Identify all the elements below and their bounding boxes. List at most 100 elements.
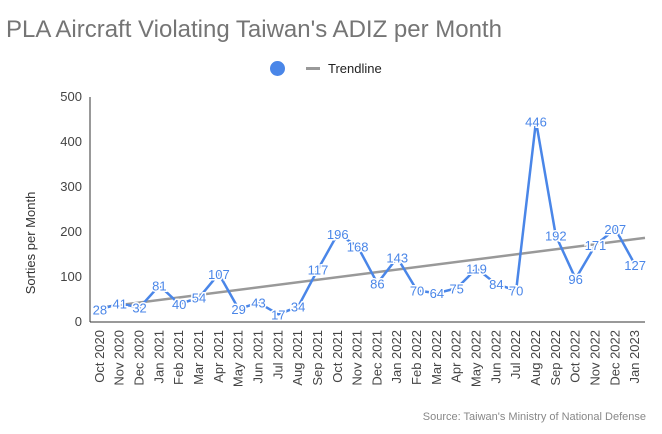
data-label: 143	[386, 251, 408, 266]
data-label: 171	[585, 238, 607, 253]
data-label: 192	[545, 229, 567, 244]
data-label: 446	[525, 114, 547, 129]
x-tick-label: Dec 2020	[132, 330, 147, 386]
data-label-halo: 196	[327, 227, 349, 242]
y-tick-label: 300	[60, 179, 82, 194]
data-label: 75	[449, 281, 463, 296]
data-label-halo: 207	[604, 222, 626, 237]
x-tick-label: Dec 2021	[369, 330, 384, 386]
x-tick-label: Oct 2020	[92, 330, 107, 383]
data-label-halo: 86	[370, 276, 384, 291]
data-label: 34	[291, 300, 305, 315]
x-tick-label: Oct 2022	[568, 330, 583, 383]
x-tick-label: Oct 2021	[330, 330, 345, 383]
data-label: 207	[604, 222, 626, 237]
data-label-halo: 81	[152, 279, 166, 294]
x-tick-label: Sep 2021	[310, 330, 325, 386]
data-label-halo: 28	[93, 302, 107, 317]
data-label: 84	[489, 277, 503, 292]
x-tick-label: Nov 2020	[112, 330, 127, 386]
data-label-halo: 54	[192, 291, 206, 306]
x-tick-label: Nov 2021	[350, 330, 365, 386]
data-label-halo: 171	[585, 238, 607, 253]
x-tick-label: Apr 2022	[449, 330, 464, 383]
data-label-halo: 168	[347, 239, 369, 254]
y-tick-label: 0	[75, 314, 82, 329]
data-label: 70	[410, 284, 424, 299]
x-tick-label: Aug 2021	[290, 330, 305, 386]
data-label: 40	[172, 297, 186, 312]
data-label: 43	[251, 296, 265, 311]
x-tick-label: Mar 2021	[191, 330, 206, 385]
data-label-halo: 70	[509, 284, 523, 299]
data-label: 32	[132, 301, 146, 316]
legend-item-series	[270, 58, 285, 78]
x-tick-label: Nov 2022	[587, 330, 602, 386]
data-label: 96	[568, 272, 582, 287]
x-tick-label: Aug 2022	[528, 330, 543, 386]
y-tick-labels: 0 100 200 300 400 500	[60, 89, 82, 329]
x-tick-label: May 2022	[469, 330, 484, 387]
data-label: 64	[430, 286, 444, 301]
x-tick-label: Jul 2022	[508, 330, 523, 379]
data-label-halo: 84	[489, 277, 503, 292]
data-label: 168	[347, 239, 369, 254]
data-label: 196	[327, 227, 349, 242]
data-label-halo: 96	[568, 272, 582, 287]
data-label-halo: 127	[624, 258, 646, 273]
x-tick-label: Jan 2022	[389, 330, 404, 384]
data-label: 127	[624, 258, 646, 273]
data-label: 17	[271, 307, 285, 322]
data-label-halo: 117	[308, 262, 329, 277]
legend-label-trendline: Trendline	[328, 60, 382, 76]
x-tick-label: Jun 2022	[488, 330, 503, 384]
x-tick-label: Jan 2023	[627, 330, 642, 384]
x-tick-label: Jun 2021	[250, 330, 265, 384]
x-tick-label: Feb 2021	[171, 330, 186, 385]
x-tick-label: Jul 2021	[270, 330, 285, 379]
data-label-halo: 107	[208, 267, 230, 282]
data-label: 86	[370, 276, 384, 291]
y-tick-label: 200	[60, 224, 82, 239]
data-label: 81	[152, 279, 166, 294]
y-tick-label: 100	[60, 269, 82, 284]
x-tick-label: Apr 2021	[211, 330, 226, 383]
data-label-halo: 43	[251, 296, 265, 311]
data-label-halo: 119	[466, 261, 487, 276]
data-label-halo: 75	[449, 281, 463, 296]
data-label: 41	[112, 297, 126, 312]
x-tick-label: May 2021	[231, 330, 246, 387]
data-label: 28	[93, 302, 107, 317]
y-tick-label: 500	[60, 89, 82, 104]
data-label-halo: 143	[386, 251, 408, 266]
legend-marker-trendline	[306, 66, 320, 70]
x-tick-label: Mar 2022	[429, 330, 444, 385]
x-tick-label: Feb 2022	[409, 330, 424, 385]
x-tick-labels: Oct 2020 Nov 2020 Dec 2020 Jan 2021 Feb 2021…	[92, 330, 642, 387]
data-label: 107	[208, 267, 230, 282]
data-label-halo: 40	[172, 297, 186, 312]
data-label: 54	[192, 291, 206, 306]
series-layer	[99, 120, 637, 316]
data-label: 29	[231, 302, 245, 317]
y-tick-label: 400	[60, 134, 82, 149]
series-line	[99, 120, 637, 316]
x-tick-label: Sep 2022	[548, 330, 563, 386]
source-note: Source: Taiwan's Ministry of National De…	[422, 411, 646, 423]
legend-item-trendline: Trendline	[306, 58, 382, 78]
data-label-halo: 64	[430, 286, 444, 301]
data-label: 117	[308, 262, 329, 277]
x-tick-label: Dec 2022	[607, 330, 622, 386]
data-label-halo: 34	[291, 300, 305, 315]
data-label: 119	[466, 261, 487, 276]
legend-marker-series	[270, 60, 285, 76]
data-label-halo: 446	[525, 114, 547, 129]
data-label-halo: 29	[231, 302, 245, 317]
chart-title: PLA Aircraft Violating Taiwan's ADIZ per…	[6, 16, 502, 43]
data-label: 70	[509, 284, 523, 299]
y-axis-title: Sorties per Month	[23, 192, 38, 295]
data-label-halo: 32	[132, 301, 146, 316]
data-label-halo: 41	[112, 297, 126, 312]
